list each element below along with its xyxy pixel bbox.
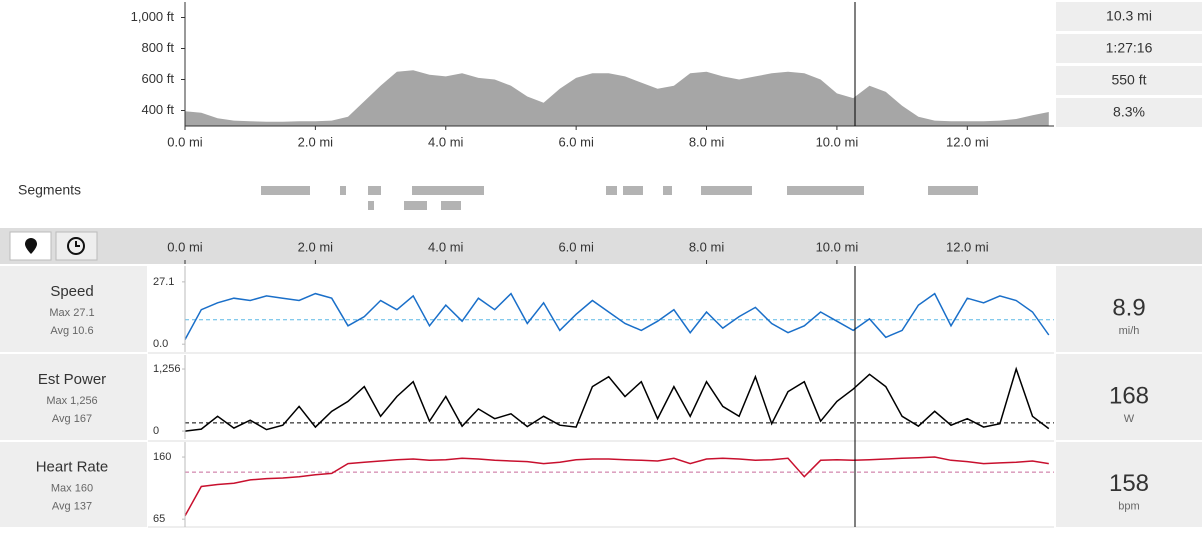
metric-max: Max 1,256	[46, 395, 97, 407]
y-tick-label: 400 ft	[141, 102, 174, 117]
stat-box	[1056, 98, 1202, 127]
clock-hands	[75, 241, 80, 247]
x-tick-label: 10.0 mi	[816, 239, 859, 254]
data-line	[184, 292, 1050, 340]
y-tick-label: 27.1	[153, 276, 174, 288]
time-toggle[interactable]	[55, 231, 98, 261]
pin-icon	[25, 238, 37, 254]
segment[interactable]	[623, 186, 643, 195]
data-line	[184, 456, 1049, 517]
stat-box	[1056, 2, 1202, 31]
current-value: 8.9	[1112, 294, 1145, 321]
y-tick-label: 800 ft	[141, 40, 174, 55]
y-tick-label: 0.0	[153, 338, 168, 350]
metric-avg: Avg 10.6	[50, 325, 93, 337]
y-tick-label: 1,256	[153, 363, 181, 375]
segment[interactable]	[368, 201, 374, 210]
segment[interactable]	[368, 186, 381, 195]
toolbar	[0, 228, 1202, 264]
distance-toggle[interactable]	[9, 231, 52, 261]
metric-title: Speed	[50, 283, 93, 300]
clock-icon	[67, 237, 85, 255]
metric-max: Max 27.1	[49, 307, 94, 319]
segment[interactable]	[701, 186, 752, 195]
x-tick-label: 8.0 mi	[689, 239, 725, 254]
x-tick-label: 10.0 mi	[816, 134, 859, 149]
segment[interactable]	[787, 186, 864, 195]
y-tick-label: 1,000 ft	[131, 9, 175, 24]
y-tick-label: 65	[153, 513, 165, 525]
current-value: 158	[1109, 470, 1149, 497]
segment[interactable]	[412, 186, 484, 195]
x-tick-label: 6.0 mi	[558, 134, 594, 149]
x-tick-label: 6.0 mi	[558, 239, 594, 254]
y-tick-label: 160	[153, 451, 171, 463]
value-panel	[1056, 442, 1202, 527]
stat-elevation: 550 ft	[1111, 72, 1146, 88]
metric-title: Heart Rate	[36, 458, 109, 475]
x-tick-label: 2.0 mi	[298, 239, 334, 254]
segments-label: Segments	[18, 182, 81, 198]
x-tick-label: 4.0 mi	[428, 239, 464, 254]
segments	[261, 186, 978, 210]
label-panel	[0, 266, 147, 352]
current-unit: bpm	[1118, 500, 1139, 512]
stat-distance: 10.3 mi	[1106, 8, 1152, 24]
segment[interactable]	[441, 201, 461, 210]
x-tick-label: 0.0 mi	[167, 134, 203, 149]
metric-avg: Avg 137	[52, 500, 92, 512]
stat-box	[1056, 66, 1202, 95]
data-line	[184, 366, 1050, 432]
metric-max: Max 160	[51, 482, 93, 494]
x-tick-label: 2.0 mi	[298, 134, 334, 149]
stat-boxes: 10.3 mi 1:27:16 550 ft 8.3%	[1056, 2, 1202, 127]
label-panel	[0, 354, 147, 440]
button[interactable]	[55, 231, 98, 261]
charts: 400 ft 600 ft 800 ft 1,000 ft 0.0 mi 0.0 mi 2.…	[36, 2, 1149, 527]
stat-grade: 8.3%	[1113, 104, 1145, 120]
current-unit: mi/h	[1119, 325, 1140, 337]
x-tick-label: 0.0 mi	[167, 239, 203, 254]
x-tick-label: 8.0 mi	[689, 134, 725, 149]
panel-backgrounds	[0, 266, 1202, 528]
label-panel	[0, 442, 147, 527]
segment[interactable]	[663, 186, 672, 195]
stat-time: 1:27:16	[1106, 40, 1153, 56]
segment[interactable]	[261, 186, 310, 195]
metric-title: Est Power	[38, 371, 106, 388]
current-value: 168	[1109, 382, 1149, 409]
stat-box	[1056, 34, 1202, 63]
current-unit: W	[1124, 413, 1135, 425]
x-tick-label: 12.0 mi	[946, 134, 989, 149]
x-tick-label: 4.0 mi	[428, 134, 464, 149]
metric-avg: Avg 167	[52, 413, 92, 425]
segment[interactable]	[606, 186, 617, 195]
segment[interactable]	[340, 186, 346, 195]
y-tick-label: 0	[153, 425, 159, 437]
segment[interactable]	[928, 186, 978, 195]
x-tick-label: 12.0 mi	[946, 239, 989, 254]
value-panel	[1056, 266, 1202, 352]
y-tick-label: 600 ft	[141, 71, 174, 86]
segment[interactable]	[404, 201, 427, 210]
elevation-area	[185, 70, 1049, 126]
value-panel	[1056, 354, 1202, 440]
